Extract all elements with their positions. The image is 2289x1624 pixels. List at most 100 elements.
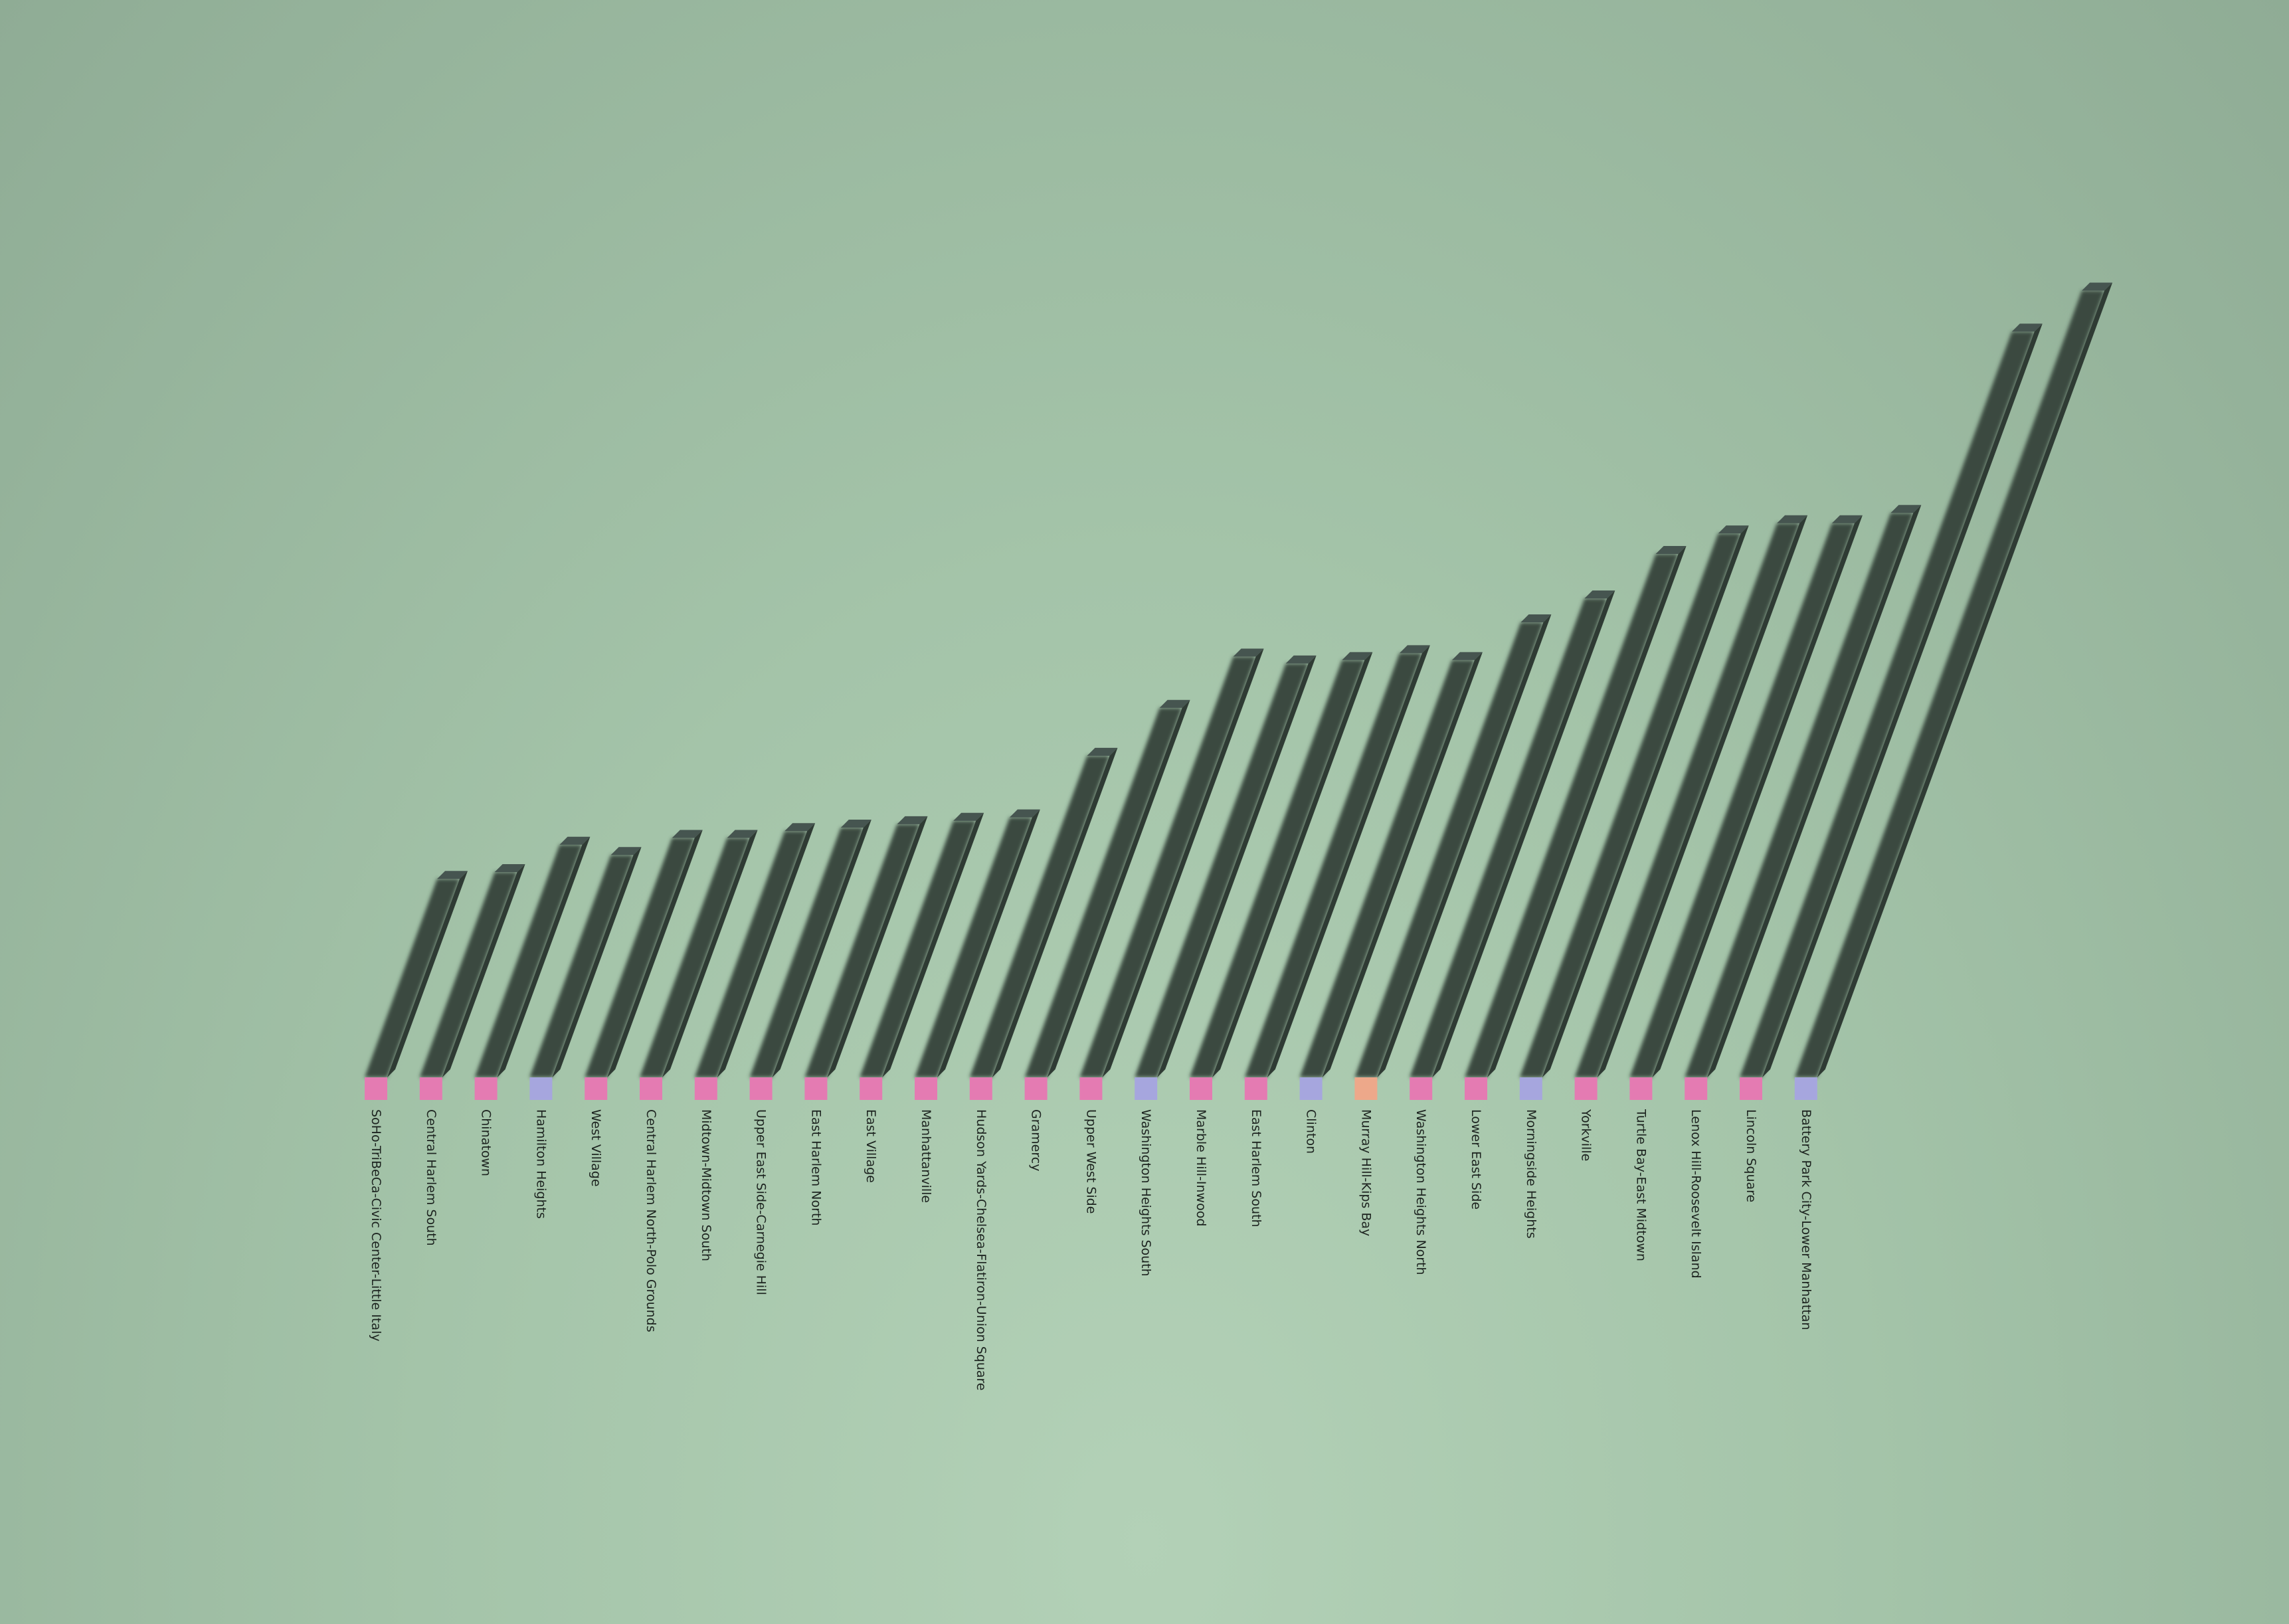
category-label: Manhattanville [919, 1109, 933, 1203]
bar-upper-west-side [1079, 656, 1256, 1077]
bar-side-battery-park-city-lower-manhattan [1817, 282, 2113, 1077]
bar-side-murray-hill-kips-bay [1377, 614, 1552, 1077]
category-label: Lower East Side [1469, 1109, 1483, 1210]
category-label: East Harlem North [808, 1109, 823, 1225]
category-labels: SoHo-TriBeCa-Civic Center-Little Italy Ce… [369, 1109, 1813, 1391]
marker-midtown-midtown-south [694, 1077, 717, 1100]
bars-layer [365, 282, 2113, 1077]
category-label: Chinatown [479, 1109, 494, 1176]
bar-cap-lincoln-square [2011, 323, 2043, 332]
category-label: Yorkville [1579, 1109, 1594, 1161]
bar-side-midtown-midtown-south [717, 823, 816, 1077]
bar-cap-west-village [672, 830, 703, 838]
marker-gramercy [1024, 1077, 1048, 1100]
bar-lincoln-square [1740, 331, 2035, 1077]
category-label: Central Harlem North-Polo Grounds [644, 1109, 658, 1332]
bar-side-soho-tribeca-civic-center-little-italy [387, 871, 468, 1077]
bar-cap-lower-east-side [1655, 546, 1687, 555]
bar-side-hamilton-heights [552, 847, 642, 1077]
marker-west-village [585, 1077, 608, 1100]
bar-side-upper-east-side-carnegie-hill [772, 820, 871, 1077]
bar-chinatown [474, 844, 583, 1077]
bar-cap-soho-tribeca-civic-center-little-italy [437, 871, 468, 879]
bar-side-gramercy [1047, 699, 1190, 1077]
bar-side-lower-east-side [1487, 546, 1687, 1077]
marker-marble-hill-inwood [1190, 1077, 1212, 1100]
bar-turtle-bay-east-midtown [1629, 523, 1855, 1077]
bar-cap-hamilton-heights [610, 847, 642, 856]
bar-cap-central-harlem-north-polo-grounds [727, 830, 758, 838]
bar-cap-east-village [953, 812, 984, 821]
bar-east-village [860, 820, 976, 1077]
bar-cap-clinton [1451, 652, 1483, 660]
bar-side-morningside-heights [1542, 525, 1749, 1077]
bar-central-harlem-south [419, 872, 517, 1077]
category-label: Gramercy [1029, 1109, 1044, 1171]
bar-side-washington-heights-south [1157, 655, 1317, 1077]
bar-cap-turtle-bay-east-midtown [1831, 515, 1863, 523]
bar-cap-upper-east-side-carnegie-hill [840, 820, 871, 828]
marker-east-harlem-south [1244, 1077, 1267, 1100]
bar-lenox-hill-roosevelt-island [1685, 513, 1914, 1077]
marker-hamilton-heights [529, 1077, 553, 1100]
bar-hudson-yards-chelsea-flatiron-union-square [969, 755, 1110, 1077]
bar-side-yorkville [1597, 515, 1808, 1077]
bar-gramercy [1024, 707, 1182, 1077]
bar-cap-lenox-hill-roosevelt-island [1890, 505, 1922, 513]
bar-side-east-village [882, 812, 984, 1077]
category-label: Murray Hill-Kips Bay [1358, 1109, 1373, 1236]
category-label: West Village [589, 1109, 603, 1187]
marker-washington-heights-north [1410, 1077, 1433, 1100]
bar-yorkville [1574, 523, 1800, 1077]
bar-cap-battery-park-city-lower-manhattan [2082, 282, 2113, 291]
marker-chinatown [474, 1077, 498, 1100]
marker-turtle-bay-east-midtown [1629, 1077, 1653, 1100]
category-label: Upper West Side [1083, 1109, 1098, 1214]
bar-upper-east-side-carnegie-hill [749, 828, 864, 1077]
category-label: Morningside Heights [1524, 1109, 1538, 1239]
bar-cap-morningside-heights [1718, 525, 1749, 534]
marker-manhattanville [915, 1077, 937, 1100]
category-label: Central Harlem South [424, 1109, 438, 1246]
bar-cap-manhattanville [1009, 809, 1040, 818]
bar-soho-tribeca-civic-center-little-italy [365, 879, 460, 1077]
category-label: Hudson Yards-Chelsea-Flatiron-Union Squa… [974, 1109, 988, 1391]
bar-cap-east-harlem-south [1399, 645, 1430, 654]
bar-side-hudson-yards-chelsea-flatiron-union-square [992, 747, 1118, 1077]
marker-central-harlem-north-polo-grounds [640, 1077, 662, 1100]
marker-upper-west-side [1079, 1077, 1103, 1100]
marker-clinton [1299, 1077, 1323, 1100]
category-label: Clinton [1304, 1109, 1319, 1154]
bar-cap-central-harlem-south [494, 864, 525, 872]
category-label: East Village [864, 1109, 878, 1183]
bar-midtown-midtown-south [694, 831, 808, 1077]
bar-side-west-village [607, 830, 703, 1077]
bar-side-clinton [1322, 652, 1483, 1077]
marker-central-harlem-south [419, 1077, 442, 1100]
category-label: Marble Hill-Inwood [1194, 1109, 1208, 1226]
marker-murray-hill-kips-bay [1354, 1077, 1378, 1100]
bar-cap-upper-west-side [1233, 648, 1264, 657]
bar-marble-hill-inwood [1190, 660, 1365, 1077]
bar-washington-heights-north [1410, 598, 1607, 1077]
bar-side-upper-west-side [1102, 648, 1264, 1077]
bar-cap-gramercy [1159, 699, 1190, 708]
category-label: Washington Heights North [1414, 1109, 1428, 1275]
bar-lower-east-side [1465, 554, 1679, 1077]
bar-east-harlem-south [1244, 653, 1422, 1077]
bar-side-central-harlem-north-polo-grounds [662, 830, 758, 1077]
bar-cap-hudson-yards-chelsea-flatiron-union-square [1087, 747, 1118, 756]
marker-lower-east-side [1465, 1077, 1487, 1100]
bar-west-village [585, 838, 695, 1077]
bar-side-lenox-hill-roosevelt-island [1707, 505, 1922, 1077]
bar-manhattanville [915, 817, 1032, 1077]
category-label: Washington Heights South [1139, 1109, 1153, 1277]
bar-hamilton-heights [529, 855, 634, 1077]
bar-cap-chinatown [559, 836, 591, 845]
bar-side-east-harlem-north [827, 816, 928, 1077]
bar-cap-east-harlem-north [897, 816, 928, 824]
category-label: Lincoln Square [1744, 1109, 1758, 1202]
category-label: Turtle Bay-East Midtown [1633, 1109, 1648, 1261]
